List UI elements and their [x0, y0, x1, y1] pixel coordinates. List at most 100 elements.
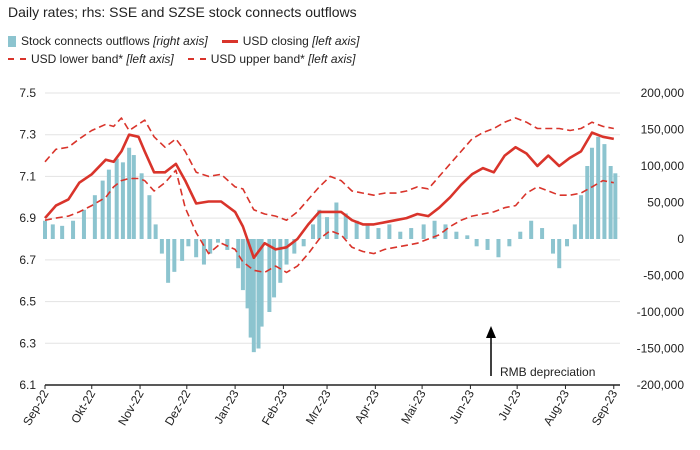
annotation-arrowhead	[486, 326, 496, 338]
outflow-bar	[120, 162, 125, 239]
right-axis-tick-label: -100,000	[637, 305, 685, 319]
outflow-bar	[194, 239, 199, 258]
right-axis-tick-label: 0	[677, 232, 684, 246]
outflow-bar	[201, 239, 206, 265]
x-axis-tick-label: Mai-23	[398, 387, 429, 426]
outflow-bar	[92, 195, 97, 239]
left-axis-tick-label: 7.3	[19, 128, 36, 142]
outflow-bar	[311, 224, 316, 239]
outflow-bar	[259, 239, 264, 327]
outflow-bar	[507, 239, 512, 247]
outflow-bar	[365, 224, 370, 239]
outflow-bar	[485, 239, 490, 250]
right-axis-tick-label: -200,000	[637, 378, 685, 392]
outflow-bar	[127, 147, 132, 239]
legend-label: USD closing	[242, 34, 309, 48]
outflow-bar	[325, 217, 330, 239]
outflow-bar	[139, 173, 144, 239]
x-axis-tick-label: Jul-23	[495, 387, 524, 423]
chart-title: Daily rates; rhs: SSE and SZSE stock con…	[8, 4, 357, 20]
outflow-bar	[579, 195, 584, 239]
outflow-bar	[267, 239, 272, 312]
outflow-bar	[153, 224, 158, 239]
outflow-bar	[334, 202, 339, 239]
outflow-bar	[432, 220, 437, 239]
outflow-bar	[409, 228, 414, 239]
x-axis-tick-label: Jun-23	[447, 387, 478, 426]
legend-swatch-solid	[221, 39, 238, 43]
legend-axis-note: [left axis]	[312, 34, 360, 48]
outflow-bar	[608, 166, 613, 239]
outflow-bar	[106, 169, 111, 239]
outflow-bar	[225, 239, 230, 250]
x-axis-tick-label: Apr-23	[352, 387, 382, 425]
outflow-bar	[256, 239, 261, 349]
outflow-bar	[557, 239, 562, 269]
usd-lower-band-line	[44, 117, 614, 221]
outflow-bar	[354, 220, 359, 239]
outflow-bar	[596, 136, 601, 239]
outflow-bar	[284, 239, 289, 265]
right-axis-tick-label: 200,000	[641, 86, 685, 100]
legend-item-lower: USD lower band* [left axis]	[8, 52, 174, 66]
right-axis-tick-label: 150,000	[641, 123, 685, 137]
outflow-bar	[529, 220, 534, 239]
outflow-bar	[398, 231, 403, 239]
line-series	[44, 117, 615, 274]
legend-swatch-dashed	[187, 58, 206, 60]
left-axis-tick-label: 7.5	[19, 86, 36, 100]
outflow-bar	[292, 239, 297, 254]
outflow-bar	[166, 239, 171, 283]
left-axis-tick-label: 6.9	[19, 211, 36, 225]
x-axis-tick-label: Sep-23	[589, 387, 621, 428]
legend-axis-note: [left axis]	[308, 52, 356, 66]
outflow-bar	[540, 228, 545, 239]
right-axis-tick-label: 50,000	[647, 196, 684, 210]
legend-label: USD upper band*	[210, 52, 305, 66]
left-axis-tick-label: 7.1	[19, 169, 36, 183]
outflow-bar	[186, 239, 191, 247]
x-axis-tick-label: Nov-22	[115, 387, 147, 428]
legend-label: USD lower band*	[31, 52, 124, 66]
x-axis-tick-label: Aug-23	[541, 387, 573, 428]
legend-axis-note: [left axis]	[126, 52, 174, 66]
outflow-bar	[60, 225, 65, 239]
x-axis-tick-label: Okt-22	[68, 387, 98, 425]
annotation-group: RMB depreciation	[486, 326, 595, 379]
outflow-bar	[147, 195, 152, 239]
outflow-bar	[518, 231, 523, 239]
right-axis-tick-label: -150,000	[637, 342, 685, 356]
outflow-bar	[301, 239, 306, 247]
x-axis-tick-label: Dez-22	[162, 387, 194, 428]
legend: Stock connects outflows [right axis] USD…	[8, 32, 608, 68]
x-axis-tick-label: Feb-23	[259, 387, 290, 427]
outflow-bar	[131, 155, 136, 239]
outflow-bar	[159, 239, 164, 254]
legend-swatch-dashed	[8, 58, 26, 60]
left-axis-tick-label: 6.5	[19, 295, 36, 309]
right-axis-tick-label: 100,000	[641, 159, 685, 173]
outflow-bar	[81, 209, 86, 239]
outflow-bar	[550, 239, 555, 254]
legend-item-bars: Stock connects outflows [right axis]	[8, 34, 208, 48]
annotation-label: RMB depreciation	[500, 365, 595, 379]
outflow-bar	[376, 228, 381, 239]
outflow-bar	[71, 220, 76, 239]
outflow-bar	[240, 239, 245, 291]
outflow-bar	[172, 239, 177, 272]
left-axis-tick-label: 6.7	[19, 253, 36, 267]
outflow-bar	[589, 147, 594, 239]
left-axis-tick-label: 6.1	[19, 378, 36, 392]
outflow-bar	[100, 180, 105, 239]
outflow-bar	[236, 239, 241, 269]
outflow-bar	[114, 158, 119, 239]
legend-item-upper: USD upper band* [left axis]	[187, 52, 356, 66]
outflow-bar	[421, 224, 426, 239]
outflow-bar	[180, 239, 185, 261]
outflow-bar	[496, 239, 501, 258]
usd-upper-band-line	[44, 169, 614, 274]
usd-closing-line	[44, 131, 615, 260]
outflow-bar	[602, 144, 607, 239]
outflow-bar	[572, 224, 577, 239]
left-axis-tick-label: 6.3	[19, 336, 36, 350]
